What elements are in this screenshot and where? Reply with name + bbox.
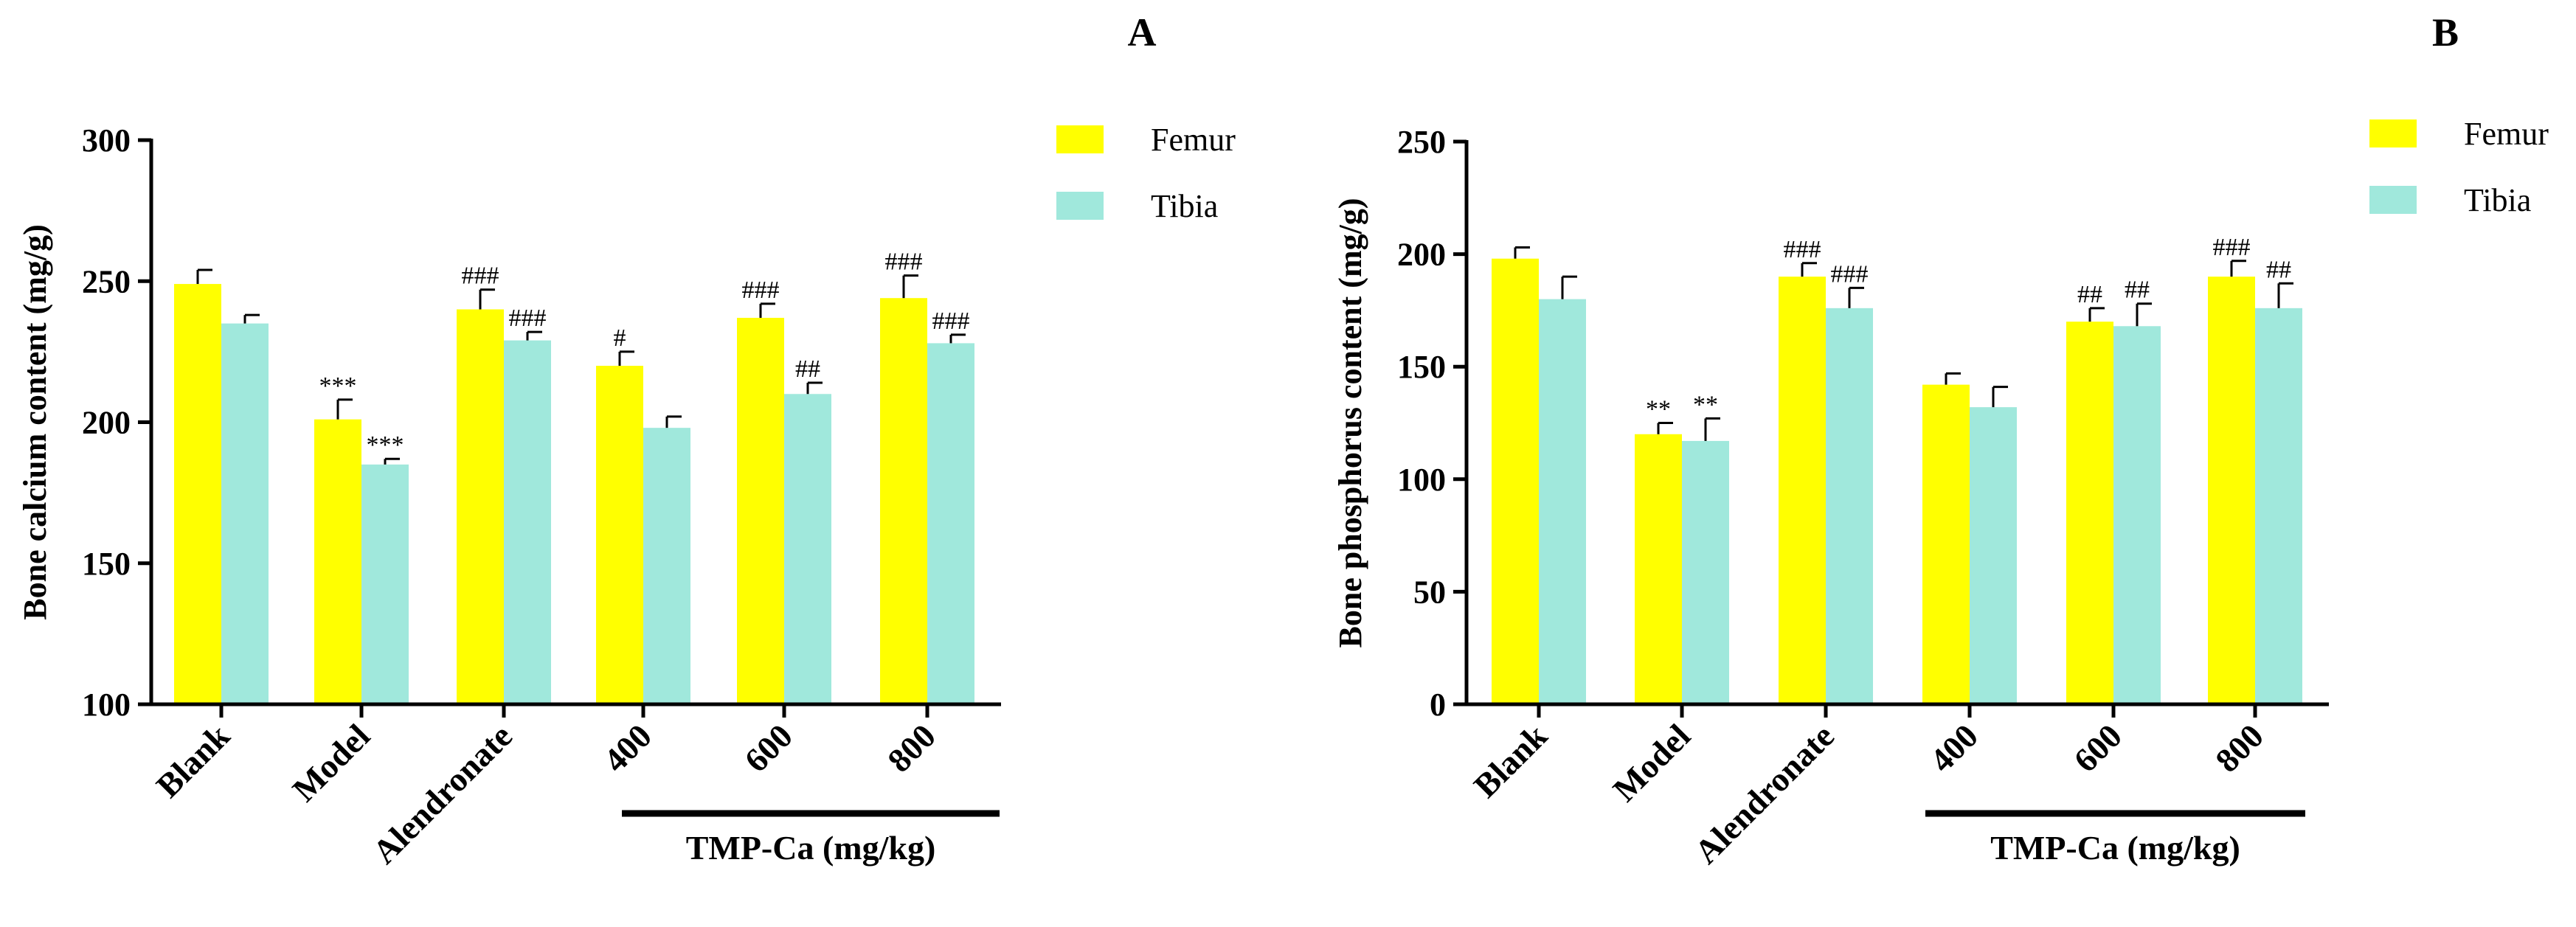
y-axis-label: Bone phosphorus content (mg/g) bbox=[1332, 198, 1368, 648]
significance-label: ### bbox=[2213, 234, 2251, 261]
x-tick-label: Alendronate bbox=[365, 717, 519, 871]
bar-femur-alendronate bbox=[457, 309, 504, 704]
x-tick-label: 800 bbox=[2208, 717, 2271, 780]
x-tick-label: Model bbox=[285, 717, 377, 809]
y-tick-label: 0 bbox=[1430, 687, 1446, 723]
significance-label: ## bbox=[795, 355, 820, 383]
y-tick-label: 50 bbox=[1413, 574, 1446, 610]
legend-label-femur: Femur bbox=[2464, 116, 2549, 152]
bar-tibia-800 bbox=[2255, 308, 2302, 704]
y-axis-label: Bone calcium content (mg/g) bbox=[17, 224, 53, 619]
y-tick-label: 200 bbox=[82, 405, 131, 441]
significance-label: ** bbox=[1693, 391, 1718, 418]
significance-label: ## bbox=[2266, 256, 2291, 283]
significance-label: ### bbox=[1784, 236, 1821, 263]
x-tick-label: 400 bbox=[1922, 717, 1985, 780]
significance-label: *** bbox=[367, 431, 404, 459]
bar-femur-800 bbox=[880, 298, 927, 704]
significance-label: ## bbox=[2077, 281, 2102, 308]
legend-label-tibia: Tibia bbox=[1151, 188, 1218, 224]
legend-swatch-femur bbox=[2369, 119, 2417, 147]
bar-femur-model bbox=[1635, 434, 1682, 704]
bar-tibia-600 bbox=[2113, 326, 2161, 704]
bar-femur-model bbox=[314, 419, 361, 704]
bar-femur-400 bbox=[1922, 384, 1970, 704]
bar-tibia-alendronate bbox=[1826, 308, 1873, 704]
bar-femur-600 bbox=[737, 317, 784, 705]
y-tick-label: 250 bbox=[82, 263, 131, 299]
significance-label: ### bbox=[932, 308, 970, 335]
x-tick-label: 600 bbox=[2066, 717, 2129, 780]
bar-femur-blank bbox=[1492, 258, 1539, 705]
significance-label: ** bbox=[1646, 396, 1671, 423]
legend-label-femur: Femur bbox=[1151, 122, 1236, 158]
significance-label: ## bbox=[2125, 277, 2150, 304]
bar-femur-blank bbox=[174, 284, 221, 704]
significance-label: *** bbox=[319, 372, 357, 400]
x-tick-label: 600 bbox=[737, 717, 800, 780]
legend-label-tibia: Tibia bbox=[2464, 182, 2531, 218]
y-tick-label: 200 bbox=[1397, 237, 1446, 273]
significance-label: ### bbox=[885, 249, 923, 276]
group-label: TMP-Ca (mg/kg) bbox=[1990, 829, 2240, 867]
y-tick-label: 150 bbox=[1397, 349, 1446, 385]
x-tick-label: Model bbox=[1605, 717, 1697, 809]
y-tick-label: 250 bbox=[1397, 124, 1446, 160]
bar-tibia-model bbox=[1682, 440, 1729, 704]
bar-femur-800 bbox=[2208, 277, 2255, 704]
bar-tibia-model bbox=[361, 464, 409, 704]
legend-swatch-tibia bbox=[1056, 192, 1104, 220]
panel-letter: A bbox=[1128, 10, 1157, 55]
y-tick-label: 100 bbox=[1397, 462, 1446, 498]
group-label: TMP-Ca (mg/kg) bbox=[686, 829, 936, 867]
bar-tibia-800 bbox=[927, 343, 974, 704]
panel-letter: B bbox=[2432, 10, 2459, 55]
x-tick-label: Blank bbox=[1467, 717, 1555, 805]
x-tick-label: Blank bbox=[149, 717, 238, 805]
x-tick-label: Alendronate bbox=[1687, 717, 1841, 871]
legend-swatch-tibia bbox=[2369, 186, 2417, 214]
significance-label: # bbox=[614, 324, 626, 352]
bar-tibia-400 bbox=[1970, 407, 2017, 704]
y-tick-label: 300 bbox=[82, 122, 131, 159]
y-tick-label: 150 bbox=[82, 546, 131, 582]
legend-swatch-femur bbox=[1056, 125, 1104, 153]
bar-femur-alendronate bbox=[1779, 277, 1826, 704]
bar-tibia-400 bbox=[643, 428, 690, 704]
significance-label: ### bbox=[1831, 260, 1869, 288]
significance-label: ### bbox=[462, 263, 499, 290]
significance-label: ### bbox=[742, 277, 780, 304]
bar-tibia-blank bbox=[1539, 299, 1586, 704]
x-tick-label: 800 bbox=[880, 717, 943, 780]
significance-label: ### bbox=[509, 305, 547, 332]
y-tick-label: 100 bbox=[82, 687, 131, 723]
bar-tibia-600 bbox=[784, 394, 831, 704]
bar-femur-400 bbox=[596, 366, 643, 704]
x-tick-label: 400 bbox=[596, 717, 659, 780]
bar-tibia-alendronate bbox=[504, 340, 551, 704]
bar-femur-600 bbox=[2066, 322, 2113, 704]
bar-tibia-blank bbox=[221, 323, 269, 704]
